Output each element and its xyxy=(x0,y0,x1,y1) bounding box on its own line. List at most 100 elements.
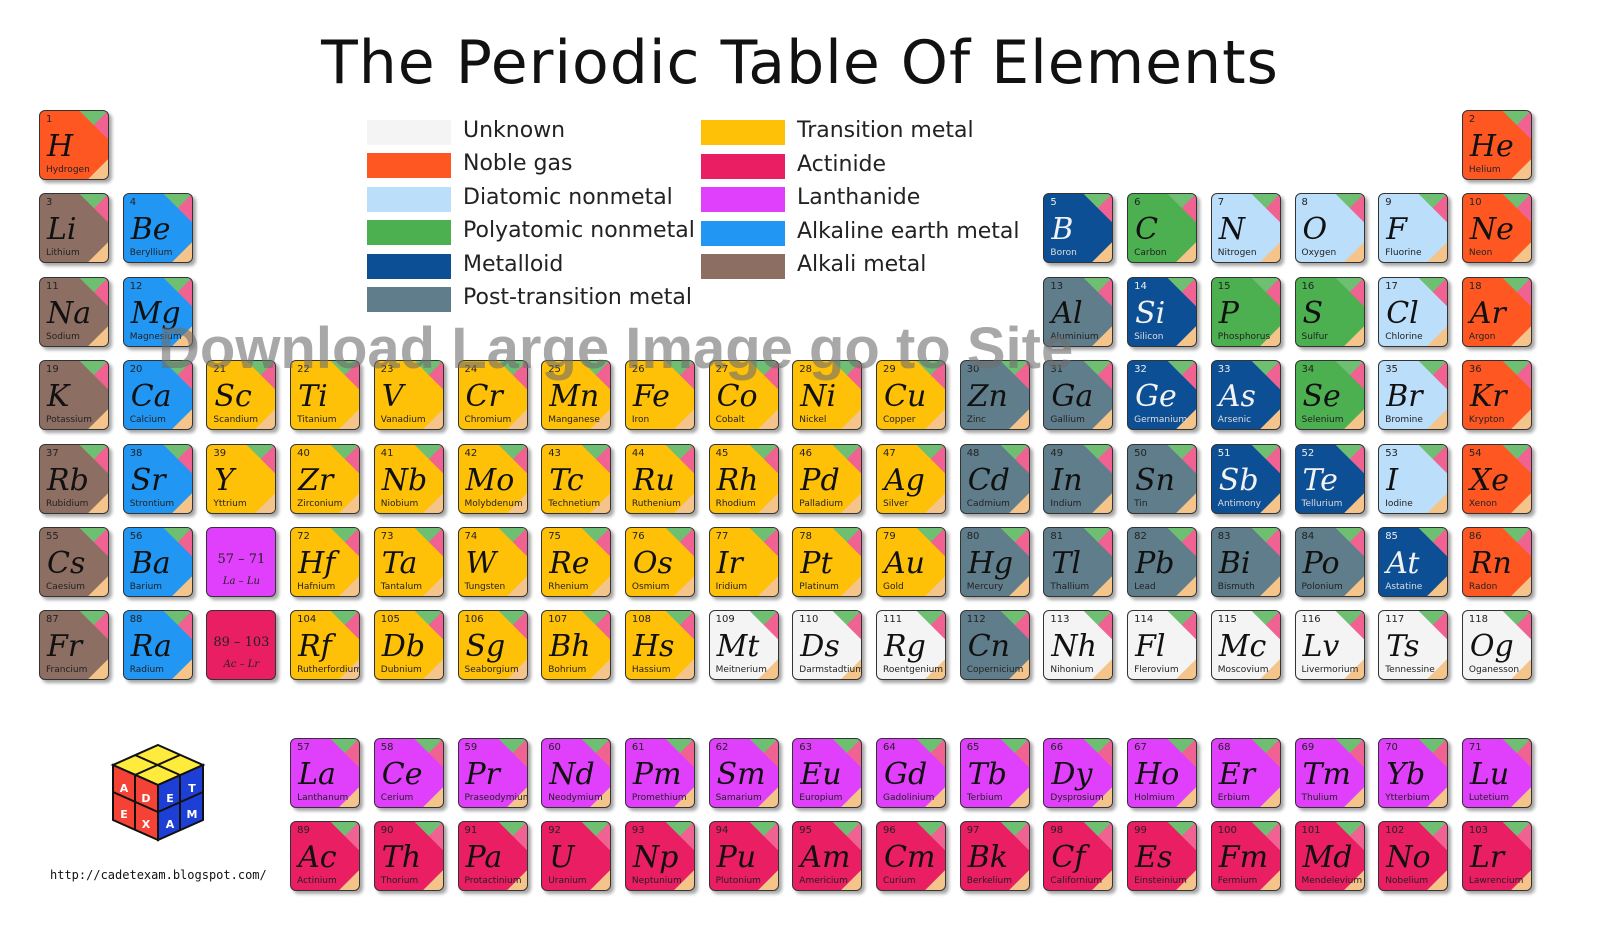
element-cell-hs[interactable]: 108 Hs Hassium xyxy=(624,610,695,681)
element-cell-cu[interactable]: 29 Cu Copper xyxy=(876,360,946,431)
element-cell-n[interactable]: 7 N Nitrogen xyxy=(1210,193,1281,264)
element-cell-pd[interactable]: 46 Pd Palladium xyxy=(792,443,863,514)
element-cell-ra[interactable]: 88 Ra Radium xyxy=(122,610,193,681)
element-cell-eu[interactable]: 63 Eu Europium xyxy=(792,738,863,808)
element-cell-gd[interactable]: 64 Gd Gadolinium xyxy=(876,738,946,808)
element-cell-c[interactable]: 6 C Carbon xyxy=(1127,193,1198,264)
element-cell-la[interactable]: 57 La Lanthanum xyxy=(290,738,361,808)
element-cell-md[interactable]: 101 Md Mendelevium xyxy=(1294,821,1365,891)
element-cell-se[interactable]: 34 Se Selenium xyxy=(1294,360,1365,431)
element-cell-re[interactable]: 75 Re Rhenium xyxy=(541,527,612,597)
element-cell-ag[interactable]: 47 Ag Silver xyxy=(876,443,946,514)
element-cell-db[interactable]: 105 Db Dubnium xyxy=(373,610,444,681)
element-cell-k[interactable]: 19 K Potassium xyxy=(39,360,109,431)
element-cell-ne[interactable]: 10 Ne Neon xyxy=(1461,193,1532,264)
element-cell-sb[interactable]: 51 Sb Antimony xyxy=(1210,443,1281,514)
element-cell-ar[interactable]: 18 Ar Argon xyxy=(1461,276,1532,347)
element-cell-ac[interactable]: 89 Ac Actinium xyxy=(290,821,361,891)
element-cell-rb[interactable]: 37 Rb Rubidium xyxy=(39,443,109,514)
element-cell-po[interactable]: 84 Po Polonium xyxy=(1294,527,1365,597)
element-cell-kr[interactable]: 36 Kr Krypton xyxy=(1461,360,1532,431)
element-cell-hf[interactable]: 72 Hf Hafnium xyxy=(290,527,361,597)
element-cell-pb[interactable]: 82 Pb Lead xyxy=(1127,527,1198,597)
element-cell-zn[interactable]: 30 Zn Zinc xyxy=(959,360,1030,431)
element-cell-ce[interactable]: 58 Ce Cerium xyxy=(373,738,444,808)
element-cell-hg[interactable]: 80 Hg Mercury xyxy=(959,527,1030,597)
element-cell-nh[interactable]: 113 Nh Nihonium xyxy=(1043,610,1114,681)
element-cell-rh[interactable]: 45 Rh Rhodium xyxy=(708,443,779,514)
element-cell-lr[interactable]: 103 Lr Lawrencium xyxy=(1461,821,1532,891)
site-url[interactable]: http://cadetexam.blogspot.com/ xyxy=(50,868,267,882)
element-cell-tm[interactable]: 69 Tm Thulium xyxy=(1294,738,1365,808)
element-cell-rg[interactable]: 111 Rg Roentgenium xyxy=(876,610,946,681)
element-cell-ni[interactable]: 28 Ni Nickel xyxy=(792,360,863,431)
element-cell-sg[interactable]: 106 Sg Seaborgium xyxy=(457,610,528,681)
element-cell-cf[interactable]: 98 Cf Californium xyxy=(1043,821,1114,891)
element-cell-ir[interactable]: 77 Ir Iridium xyxy=(708,527,779,597)
element-cell-b[interactable]: 5 B Boron xyxy=(1043,193,1114,264)
element-cell-as[interactable]: 33 As Arsenic xyxy=(1210,360,1281,431)
element-cell-ru[interactable]: 44 Ru Ruthenium xyxy=(624,443,695,514)
element-cell-co[interactable]: 27 Co Cobalt xyxy=(708,360,779,431)
element-cell-w[interactable]: 74 W Tungsten xyxy=(457,527,528,597)
element-cell-v[interactable]: 23 V Vanadium xyxy=(373,360,444,431)
element-cell-o[interactable]: 8 O Oxygen xyxy=(1294,193,1365,264)
element-cell-pm[interactable]: 61 Pm Promethium xyxy=(624,738,695,808)
element-cell-mn[interactable]: 25 Mn Manganese xyxy=(541,360,612,431)
element-cell-pa[interactable]: 91 Pa Protactinium xyxy=(457,821,528,891)
element-cell-sn[interactable]: 50 Sn Tin xyxy=(1127,443,1198,514)
element-cell-fl[interactable]: 114 Fl Flerovium xyxy=(1127,610,1198,681)
element-cell-tb[interactable]: 65 Tb Terbium xyxy=(959,738,1030,808)
element-cell-s[interactable]: 16 S Sulfur xyxy=(1294,276,1365,347)
element-cell-mc[interactable]: 115 Mc Moscovium xyxy=(1210,610,1281,681)
element-cell-mo[interactable]: 42 Mo Molybdenum xyxy=(457,443,528,514)
element-cell-i[interactable]: 53 I Iodine xyxy=(1378,443,1449,514)
element-cell-er[interactable]: 68 Er Erbium xyxy=(1210,738,1281,808)
element-cell-h[interactable]: 1 H Hydrogen xyxy=(39,110,109,180)
element-cell-ge[interactable]: 32 Ge Germanium xyxy=(1127,360,1198,431)
element-cell-nd[interactable]: 60 Nd Neodymium xyxy=(541,738,612,808)
element-cell-be[interactable]: 4 Be Beryllium xyxy=(122,193,193,264)
element-cell-es[interactable]: 99 Es Einsteinium xyxy=(1127,821,1198,891)
element-cell-am[interactable]: 95 Am Americium xyxy=(792,821,863,891)
element-cell-rn[interactable]: 86 Rn Radon xyxy=(1461,527,1532,597)
element-cell-cm[interactable]: 96 Cm Curium xyxy=(876,821,946,891)
element-cell-rf[interactable]: 104 Rf Rutherfordium xyxy=(290,610,361,681)
element-cell-br[interactable]: 35 Br Bromine xyxy=(1378,360,1449,431)
element-cell-sr[interactable]: 38 Sr Strontium xyxy=(122,443,193,514)
element-cell-p[interactable]: 15 P Phosphorus xyxy=(1210,276,1281,347)
element-cell-nb[interactable]: 41 Nb Niobium xyxy=(373,443,444,514)
element-cell-pu[interactable]: 94 Pu Plutonium xyxy=(708,821,779,891)
element-cell-lu[interactable]: 71 Lu Lutetium xyxy=(1461,738,1532,808)
element-cell-ho[interactable]: 67 Ho Holmium xyxy=(1127,738,1198,808)
series-placeholder-lanthanide[interactable]: 57 – 71 La – Lu xyxy=(206,527,277,597)
element-cell-ts[interactable]: 117 Ts Tennessine xyxy=(1378,610,1449,681)
element-cell-sm[interactable]: 62 Sm Samarium xyxy=(708,738,779,808)
element-cell-th[interactable]: 90 Th Thorium xyxy=(373,821,444,891)
element-cell-no[interactable]: 102 No Nobelium xyxy=(1378,821,1449,891)
element-cell-fm[interactable]: 100 Fm Fermium xyxy=(1210,821,1281,891)
element-cell-y[interactable]: 39 Y Yttrium xyxy=(206,443,277,514)
element-cell-mt[interactable]: 109 Mt Meitnerium xyxy=(708,610,779,681)
element-cell-na[interactable]: 11 Na Sodium xyxy=(39,276,109,347)
element-cell-tl[interactable]: 81 Tl Thallium xyxy=(1043,527,1114,597)
element-cell-al[interactable]: 13 Al Aluminium xyxy=(1043,276,1114,347)
element-cell-fr[interactable]: 87 Fr Francium xyxy=(39,610,109,681)
element-cell-in[interactable]: 49 In Indium xyxy=(1043,443,1114,514)
element-cell-ca[interactable]: 20 Ca Calcium xyxy=(122,360,193,431)
element-cell-fe[interactable]: 26 Fe Iron xyxy=(624,360,695,431)
element-cell-f[interactable]: 9 F Fluorine xyxy=(1378,193,1449,264)
element-cell-bk[interactable]: 97 Bk Berkelium xyxy=(959,821,1030,891)
element-cell-mg[interactable]: 12 Mg Magnesium xyxy=(122,276,193,347)
element-cell-he[interactable]: 2 He Helium xyxy=(1461,110,1532,180)
element-cell-xe[interactable]: 54 Xe Xenon xyxy=(1461,443,1532,514)
element-cell-te[interactable]: 52 Te Tellurium xyxy=(1294,443,1365,514)
element-cell-ga[interactable]: 31 Ga Gallium xyxy=(1043,360,1114,431)
element-cell-lv[interactable]: 116 Lv Livermorium xyxy=(1294,610,1365,681)
element-cell-pt[interactable]: 78 Pt Platinum xyxy=(792,527,863,597)
element-cell-yb[interactable]: 70 Yb Ytterbium xyxy=(1378,738,1449,808)
element-cell-dy[interactable]: 66 Dy Dysprosium xyxy=(1043,738,1114,808)
element-cell-og[interactable]: 118 Og Oganesson xyxy=(1461,610,1532,681)
element-cell-au[interactable]: 79 Au Gold xyxy=(876,527,946,597)
element-cell-ds[interactable]: 110 Ds Darmstadtium xyxy=(792,610,863,681)
